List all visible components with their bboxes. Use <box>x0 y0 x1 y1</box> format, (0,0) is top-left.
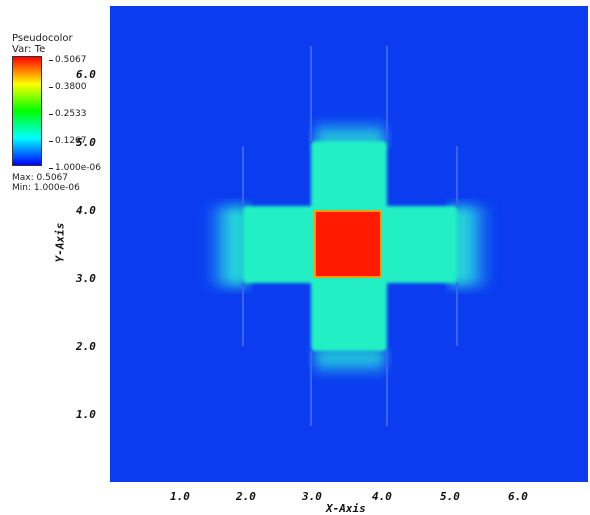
left-plume <box>200 206 248 286</box>
y-tick-label: 5.0 <box>76 136 96 149</box>
y-axis-label: Y-Axis <box>53 222 67 263</box>
y-tick-label: 6.0 <box>76 68 96 81</box>
y-tick-label: 1.0 <box>76 408 96 421</box>
legend-max-label: Max: 0.5067 <box>12 173 68 183</box>
y-tick-label: 3.0 <box>76 272 96 285</box>
legend-min-label: Min: 1.000e-06 <box>12 183 80 193</box>
legend-tick-max: 0.5067 <box>49 55 87 65</box>
bottom-plume <box>315 350 385 380</box>
hot-core <box>314 210 382 278</box>
x-tick-label: 1.0 <box>170 490 190 503</box>
x-tick-label: 2.0 <box>236 490 256 503</box>
legend-variable: Var: Te <box>12 44 46 55</box>
right-plume <box>450 206 498 286</box>
color-legend: Pseudocolor Var: Te 0.5067 0.3800 0.2533… <box>12 33 112 193</box>
colorbar <box>12 56 42 166</box>
pseudocolor-plot[interactable] <box>110 6 588 482</box>
legend-tick: 0.3800 <box>49 82 87 92</box>
y-tick-label: 2.0 <box>76 340 96 353</box>
x-tick-label: 3.0 <box>302 490 322 503</box>
x-tick-label: 5.0 <box>440 490 460 503</box>
x-tick-label: 4.0 <box>372 490 392 503</box>
legend-tick: 0.1267 <box>49 136 87 146</box>
x-axis-label: X-Axis <box>326 502 366 515</box>
legend-title: Pseudocolor <box>12 33 73 44</box>
y-tick-label: 4.0 <box>76 204 96 217</box>
pseudocolor-field <box>110 6 588 482</box>
legend-tick: 0.2533 <box>49 109 87 119</box>
x-tick-label: 6.0 <box>508 490 528 503</box>
legend-tick-min: 1.000e-06 <box>48 163 102 173</box>
